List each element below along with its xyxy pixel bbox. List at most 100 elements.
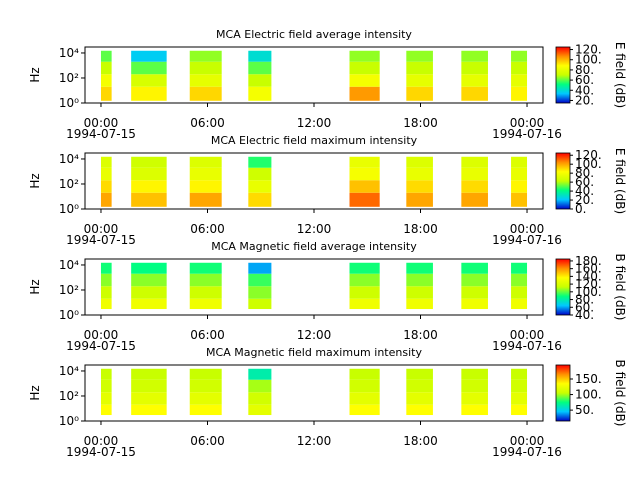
spectrogram-cell — [100, 74, 112, 87]
colorbar-tick-label: 60. — [575, 300, 594, 314]
panel-title: MCA Magnetic field average intensity — [211, 240, 417, 253]
x-tick-label: 00:00 — [84, 116, 119, 130]
spectrogram-cell — [189, 156, 222, 168]
colorbar-tick-label: 120. — [575, 43, 602, 57]
x-tick-label: 00:00 — [84, 328, 119, 342]
spectrogram-cell — [461, 61, 488, 75]
x-tick-label: 00:00 — [510, 116, 545, 130]
spectrogram-cell — [131, 273, 167, 287]
y-axis-label: Hz — [28, 67, 42, 82]
spectrogram-cell — [511, 262, 528, 274]
x-tick-label: 00:00 — [84, 434, 119, 448]
colorbar-tick-label: 40. — [575, 308, 594, 322]
x-date-label: 1994-07-16 — [492, 339, 562, 353]
spectrogram-cell — [461, 74, 488, 87]
spectrogram-cell — [406, 74, 433, 87]
spectrogram-cell — [189, 368, 222, 380]
spectrogram-cell — [131, 156, 167, 168]
x-tick-label: 06:00 — [190, 434, 225, 448]
spectrogram-cell — [406, 273, 433, 287]
spectrogram-cell — [406, 368, 433, 380]
x-date-label: 1994-07-15 — [66, 127, 136, 141]
spectrogram-cell — [248, 180, 272, 193]
colorbar-label: E field (dB) — [613, 148, 627, 214]
y-tick-label: 10⁴ — [59, 152, 79, 166]
spectrogram-cell — [248, 192, 272, 207]
spectrogram-cell — [349, 298, 380, 310]
x-tick-label: 18:00 — [403, 116, 438, 130]
colorbar-label: B field (dB) — [613, 254, 627, 321]
spectrogram-cell — [189, 167, 222, 181]
spectrogram-cell — [349, 50, 380, 62]
colorbar-tick-label: 160. — [575, 262, 602, 276]
spectrogram-cell — [131, 286, 167, 299]
spectrogram-cell — [100, 86, 112, 101]
spectrogram-cell — [189, 404, 222, 416]
spectrogram-cell — [461, 392, 488, 405]
spectrogram-cell — [511, 61, 528, 75]
spectrogram-cell — [248, 86, 272, 101]
x-tick-label: 18:00 — [403, 328, 438, 342]
y-tick-label: 10² — [59, 177, 79, 191]
spectrogram-cell — [461, 180, 488, 193]
spectrogram-cell — [511, 286, 528, 299]
x-date-label: 1994-07-16 — [492, 233, 562, 247]
y-tick-label: 10² — [59, 71, 79, 85]
colorbar — [555, 364, 571, 422]
spectrogram-cell — [248, 156, 272, 168]
spectrogram-cell — [189, 262, 222, 274]
spectrogram-cell — [461, 298, 488, 310]
spectrogram-cell — [511, 180, 528, 193]
y-tick-label: 10⁴ — [59, 258, 79, 272]
spectrogram-cell — [461, 379, 488, 393]
y-tick-label: 10⁰ — [59, 308, 79, 322]
spectrogram-cell — [461, 262, 488, 274]
spectrogram-cell — [349, 392, 380, 405]
spectrogram-cell — [349, 167, 380, 181]
colorbar-tick-label: 100. — [575, 388, 602, 402]
spectrogram-cell — [461, 167, 488, 181]
spectrogram-cell — [349, 262, 380, 274]
spectrogram-cell — [406, 404, 433, 416]
y-axis-label: Hz — [28, 279, 42, 294]
spectrogram-cell — [511, 392, 528, 405]
spectrogram-cell — [131, 61, 167, 75]
x-tick-label: 00:00 — [510, 222, 545, 236]
panel-title: MCA Electric field maximum intensity — [211, 134, 418, 147]
x-tick-label: 06:00 — [190, 222, 225, 236]
spectrogram-cell — [100, 392, 112, 405]
colorbar-tick-label: 80. — [575, 293, 594, 307]
spectrogram-cell — [406, 86, 433, 101]
spectrogram-cell — [248, 50, 272, 62]
spectrogram-cell — [406, 262, 433, 274]
spectrogram-cell — [406, 298, 433, 310]
spectrogram-cell — [131, 298, 167, 310]
y-axis-label: Hz — [28, 173, 42, 188]
spectrogram-cell — [131, 180, 167, 193]
spectrogram-cell — [406, 192, 433, 207]
spectrogram-cell — [248, 74, 272, 87]
spectrogram-cell — [406, 379, 433, 393]
spectrogram-cell — [100, 192, 112, 207]
spectrogram-cell — [461, 368, 488, 380]
spectrogram-cell — [349, 180, 380, 193]
spectrogram-cell — [349, 286, 380, 299]
spectrogram-cell — [461, 50, 488, 62]
spectrogram-cell — [248, 298, 272, 310]
spectrogram-cell — [131, 192, 167, 207]
spectrogram-cell — [461, 86, 488, 101]
spectrogram-cell — [189, 273, 222, 287]
spectrogram-cell — [511, 74, 528, 87]
spectrogram-cell — [248, 368, 272, 380]
colorbar-tick-label: 120. — [575, 148, 602, 162]
y-tick-label: 10⁴ — [59, 364, 79, 378]
y-tick-label: 10⁰ — [59, 414, 79, 428]
colorbar-tick-label: 20. — [575, 93, 594, 107]
spectrogram-cell — [511, 368, 528, 380]
spectrogram-cell — [100, 167, 112, 181]
x-tick-label: 18:00 — [403, 222, 438, 236]
colorbar-tick-label: 80. — [575, 166, 594, 180]
colorbar-label: E field (dB) — [613, 42, 627, 108]
spectrogram-cell — [189, 298, 222, 310]
spectrogram-cell — [131, 167, 167, 181]
